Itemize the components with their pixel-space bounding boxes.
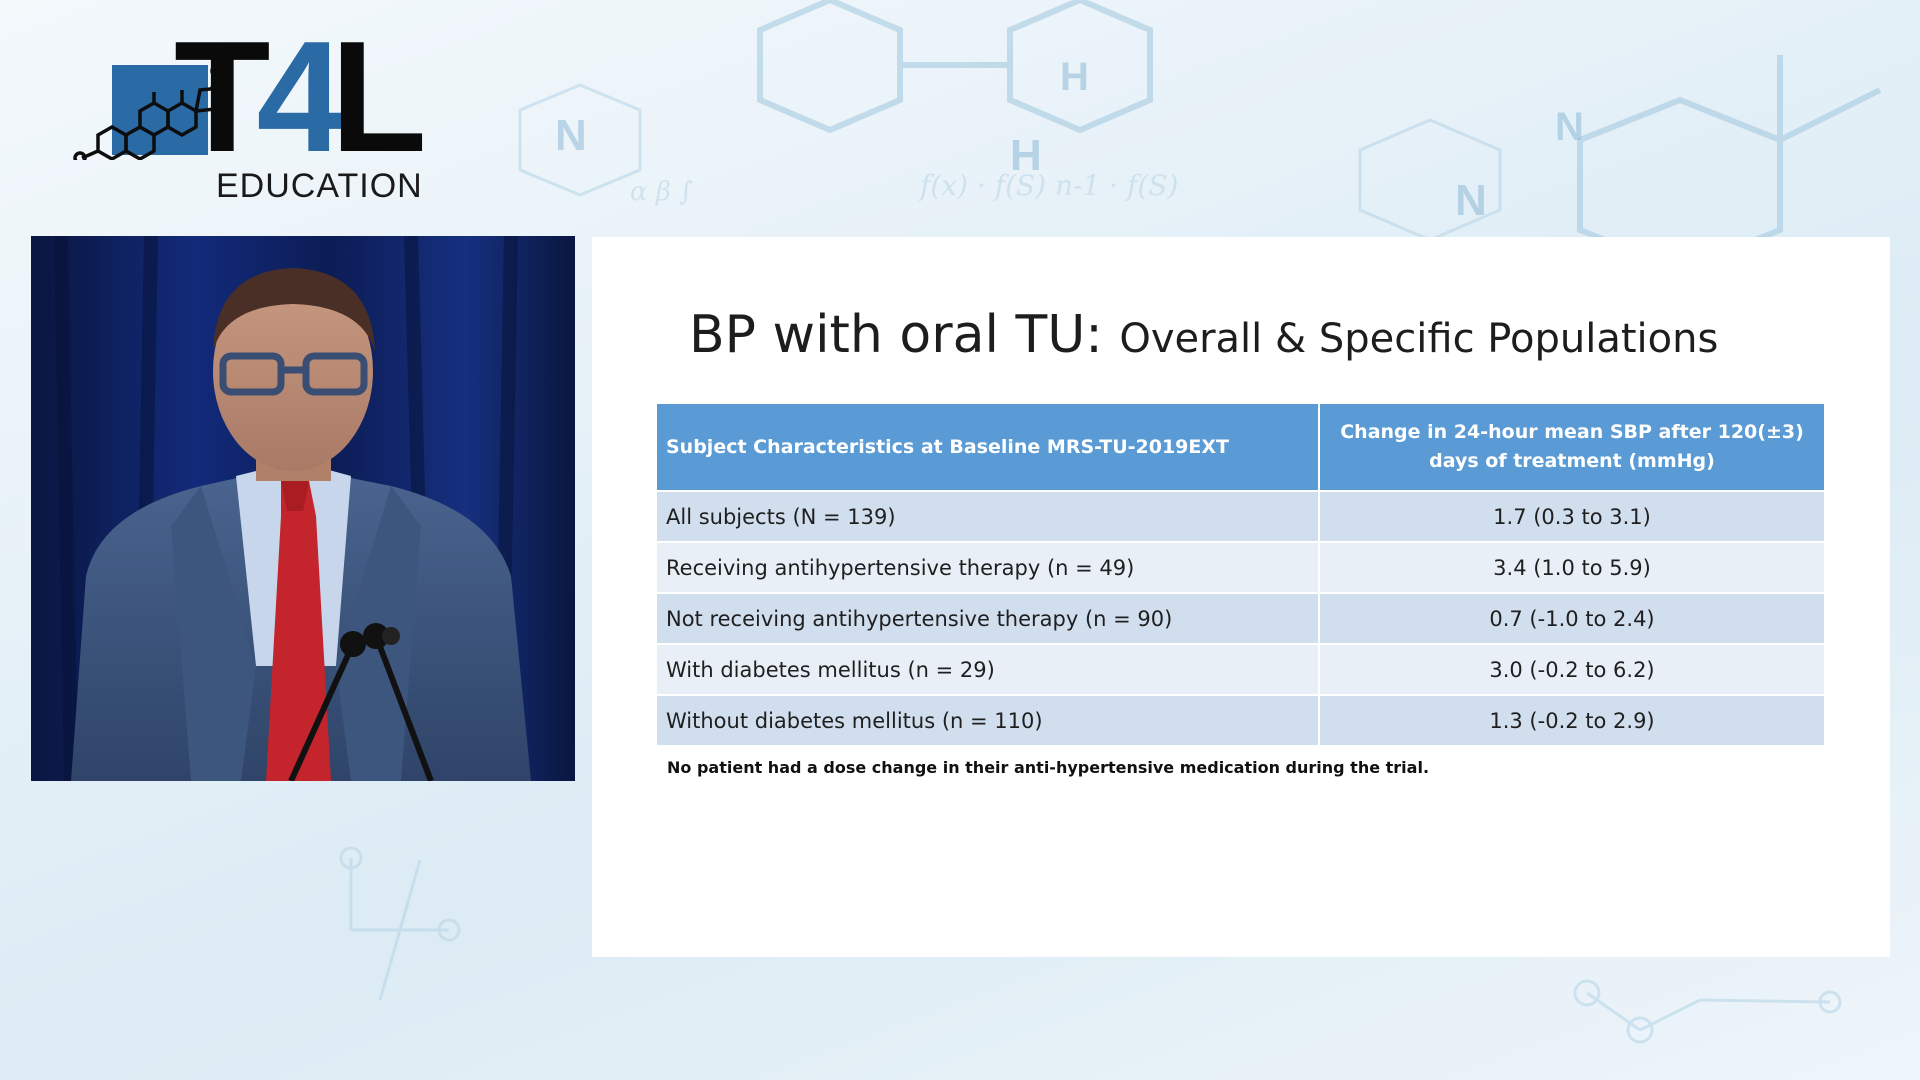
svg-text:f(x) · f(S) n-1 · f(S): f(x) · f(S) n-1 · f(S) [918, 169, 1178, 202]
svg-text:α β ∫: α β ∫ [630, 177, 693, 207]
presenter-illustration [31, 236, 575, 781]
logo-letter-l: L [330, 9, 426, 185]
slide-footnote: No patient had a dose change in their an… [667, 758, 1430, 777]
row-label: Without diabetes mellitus (n = 110) [657, 694, 1320, 745]
slide-title-main: BP with oral TU: [689, 305, 1120, 365]
table-header-row: Subject Characteristics at Baseline MRS-… [657, 404, 1824, 491]
row-value: 3.4 (1.0 to 5.9) [1319, 541, 1824, 593]
bp-results-table: Subject Characteristics at Baseline MRS-… [657, 404, 1824, 745]
table-row: Receiving antihypertensive therapy (n = … [657, 541, 1824, 593]
row-label: Receiving antihypertensive therapy (n = … [657, 541, 1320, 593]
row-label: All subjects (N = 139) [657, 490, 1320, 542]
svg-text:H: H [1010, 131, 1042, 180]
row-label: Not receiving antihypertensive therapy (… [657, 592, 1320, 644]
table-row: With diabetes mellitus (n = 29) 3.0 (-0.… [657, 643, 1824, 695]
table-row: All subjects (N = 139) 1.7 (0.3 to 3.1) [657, 490, 1824, 542]
row-value: 3.0 (-0.2 to 6.2) [1319, 643, 1824, 695]
row-value: 1.7 (0.3 to 3.1) [1319, 490, 1824, 542]
t4l-education-logo: T4L EDUCATION [72, 18, 442, 205]
logo-digit-four: 4 [256, 9, 345, 185]
row-value: 0.7 (-1.0 to 2.4) [1319, 592, 1824, 644]
svg-text:N: N [555, 111, 587, 160]
table-row: Not receiving antihypertensive therapy (… [657, 592, 1824, 644]
table-row: Without diabetes mellitus (n = 110) 1.3 … [657, 694, 1824, 745]
logo-letter-t: T [174, 9, 270, 185]
presenter-video-feed [31, 236, 575, 781]
slide-title-sub: Overall & Specific Populations [1119, 316, 1719, 362]
table-header-sbp-change: Change in 24-hour mean SBP after 120(±3)… [1319, 404, 1824, 491]
logo-subtitle: EDUCATION [216, 167, 423, 205]
presentation-slide: BP with oral TU: Overall & Specific Popu… [592, 237, 1890, 957]
svg-text:N: N [1455, 176, 1487, 225]
row-label: With diabetes mellitus (n = 29) [657, 643, 1320, 695]
logo-wordmark: T4L [174, 18, 427, 176]
svg-text:N: N [1555, 105, 1584, 149]
svg-text:H: H [1060, 55, 1089, 99]
table-header-characteristics: Subject Characteristics at Baseline MRS-… [657, 404, 1320, 491]
row-value: 1.3 (-0.2 to 2.9) [1319, 694, 1824, 745]
slide-title: BP with oral TU: Overall & Specific Popu… [689, 305, 1718, 365]
steroid-molecule-icon [73, 64, 222, 160]
